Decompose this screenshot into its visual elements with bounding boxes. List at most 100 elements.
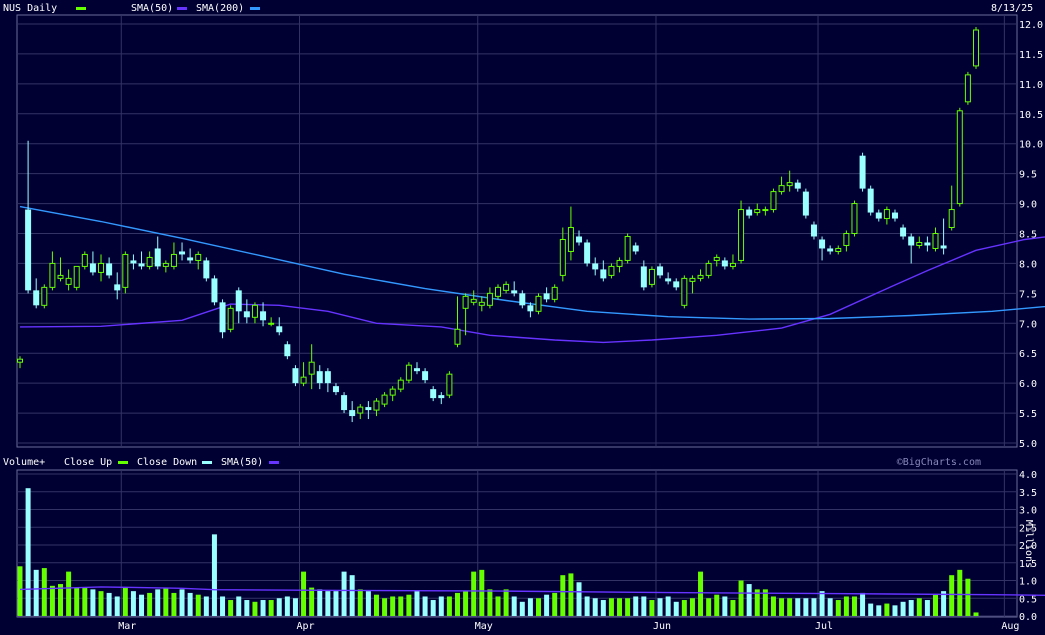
candle-body-up xyxy=(948,209,955,229)
candle-body-up xyxy=(41,286,48,306)
candle xyxy=(300,362,307,387)
candle-body-down xyxy=(721,260,728,267)
x-tick-label: Jun xyxy=(653,621,671,632)
candle-body-up xyxy=(697,274,704,279)
volume-bar xyxy=(811,598,817,616)
volume-bar xyxy=(446,596,452,616)
candle-body-up xyxy=(17,358,23,363)
candle-body-down xyxy=(940,245,947,249)
volume-bar xyxy=(220,596,226,616)
candle xyxy=(819,236,826,261)
legend-close-up-label: Close Up xyxy=(64,457,112,468)
candle-body-down xyxy=(106,263,113,276)
candle xyxy=(486,287,493,309)
volume-bar xyxy=(49,585,55,616)
candle xyxy=(438,392,445,405)
candle-body-up xyxy=(770,191,777,211)
volume-bar xyxy=(625,598,631,616)
candle-body-up xyxy=(73,265,80,288)
candle xyxy=(446,371,453,399)
volume-bar xyxy=(722,596,728,616)
candle-body-down xyxy=(324,371,331,384)
volume-panel-frame xyxy=(16,469,1018,618)
candle-body-up xyxy=(462,295,469,309)
volume-y-axis: 4.0 3.5 3.0 2.5 2.0 1.5 1.0 0.5 0.0 xyxy=(1019,470,1037,623)
volume-bar xyxy=(787,598,793,616)
volume-bar xyxy=(349,575,355,616)
candle-body-down xyxy=(430,389,437,399)
candle xyxy=(268,317,275,327)
candle-body-down xyxy=(891,212,898,219)
candle-body-up xyxy=(357,406,364,414)
volume-bar xyxy=(698,571,704,616)
volume-bar xyxy=(843,596,849,616)
volume-sma-line xyxy=(19,586,1045,596)
candle-body-up xyxy=(98,262,105,273)
volume-bar xyxy=(819,591,825,616)
candle xyxy=(616,257,623,273)
volume-bar xyxy=(835,600,841,616)
volume-bar xyxy=(641,596,647,616)
volume-bar xyxy=(617,598,623,616)
candle-body-up xyxy=(300,376,307,384)
candle xyxy=(851,200,858,237)
candle xyxy=(389,386,396,402)
volume-bar xyxy=(657,598,663,616)
candle-body-up xyxy=(778,185,785,193)
legend-volume-sma50-swatch xyxy=(269,461,279,464)
volume-tick-label: 3.5 xyxy=(1019,488,1037,499)
candle xyxy=(681,275,688,309)
candle xyxy=(754,203,761,216)
volume-tick-label: 2.5 xyxy=(1019,523,1037,534)
volume-bar xyxy=(276,598,282,616)
candle xyxy=(81,251,88,270)
volume-bar xyxy=(130,591,136,616)
volume-bar xyxy=(592,598,598,616)
candle-body-up xyxy=(170,253,177,267)
volume-tick-label: 0.5 xyxy=(1019,594,1037,605)
candle-body-up xyxy=(454,328,461,345)
volume-bar xyxy=(949,575,955,616)
volume-bar xyxy=(803,598,809,616)
price-title: NUS Daily xyxy=(3,3,57,14)
x-tick-label: Mar xyxy=(118,621,136,632)
candle xyxy=(883,206,890,225)
candle xyxy=(875,209,882,222)
candle xyxy=(721,257,728,270)
candle xyxy=(57,257,64,282)
volume-bar xyxy=(924,600,930,616)
candle-body-down xyxy=(576,236,583,243)
candle-body-down xyxy=(746,209,753,216)
candle xyxy=(422,368,429,384)
candle xyxy=(405,362,412,384)
candle-body-up xyxy=(495,286,501,297)
candle-body-up xyxy=(738,209,745,261)
candle xyxy=(478,296,485,312)
candle xyxy=(956,107,963,207)
volume-bar xyxy=(770,596,776,616)
candle-body-down xyxy=(859,155,866,189)
candle-body-down xyxy=(413,368,420,372)
candle xyxy=(373,398,380,417)
volume-bar xyxy=(41,568,47,616)
price-panel-frame xyxy=(16,14,1018,448)
candle xyxy=(219,299,226,339)
volume-bar xyxy=(511,596,517,616)
candle xyxy=(559,227,566,282)
candle-body-up xyxy=(503,283,510,291)
candle-body-down xyxy=(219,302,226,333)
volume-bar xyxy=(633,596,639,616)
price-tick-label: 10.5 xyxy=(1019,110,1043,121)
candle xyxy=(778,176,785,195)
candle xyxy=(940,218,947,255)
candle-body-up xyxy=(762,209,769,212)
candle xyxy=(640,260,647,291)
candle-body-down xyxy=(260,311,267,321)
volume-bar xyxy=(163,587,169,616)
volume-tick-label: 0.0 xyxy=(1019,612,1037,623)
candle xyxy=(203,257,210,282)
price-tick-label: 6.5 xyxy=(1019,349,1037,360)
candle xyxy=(900,224,907,240)
candle-body-up xyxy=(705,262,712,276)
candle xyxy=(770,188,777,213)
